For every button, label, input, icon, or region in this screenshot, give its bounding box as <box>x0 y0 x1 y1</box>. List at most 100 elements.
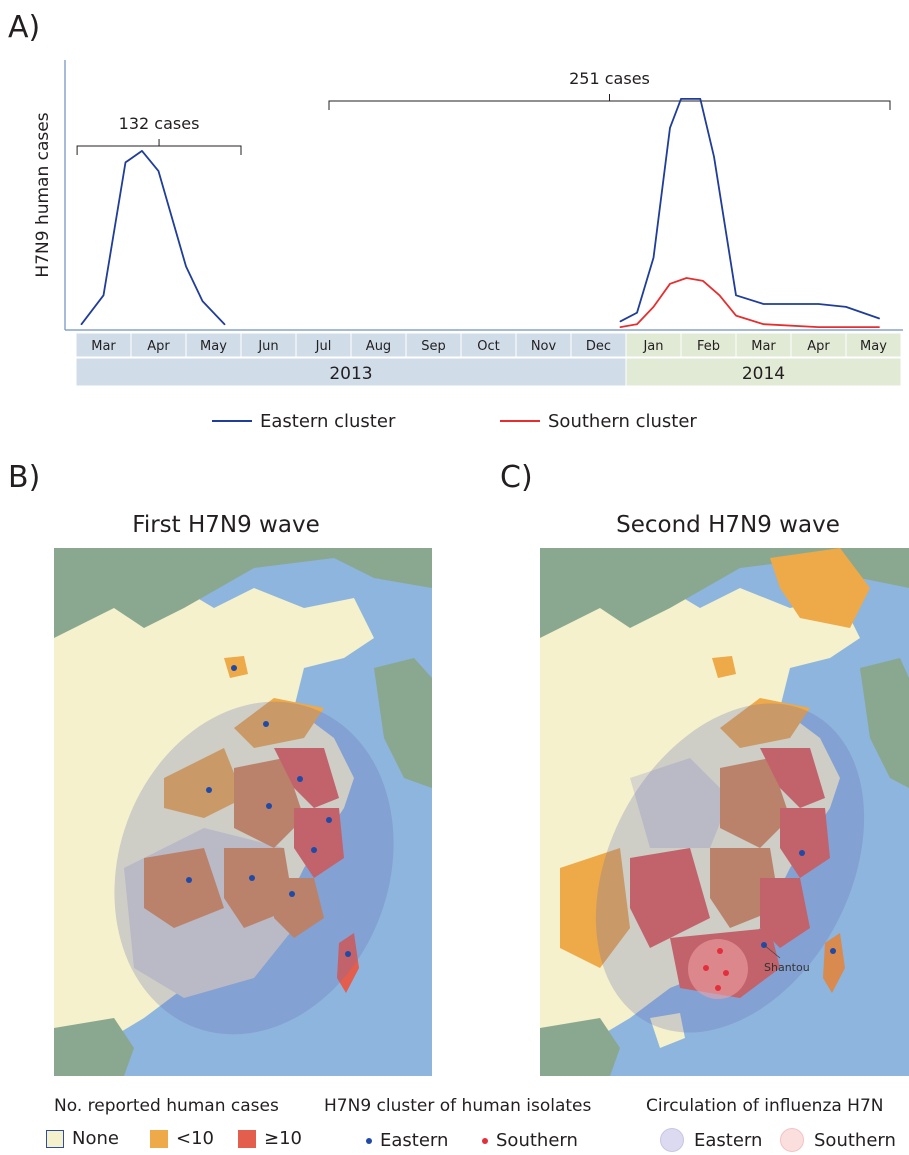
bracket-label: 132 cases <box>119 114 200 133</box>
province-hunan <box>630 848 710 948</box>
province-jiangsu <box>760 748 825 808</box>
series-line <box>619 277 880 328</box>
x-tick-label: Dec <box>586 339 611 354</box>
land-north-dark <box>54 548 432 638</box>
dot-e9 <box>249 875 255 881</box>
land-vietnam <box>540 1018 620 1076</box>
dot-s3 <box>723 970 729 976</box>
southern-dot-swatch <box>482 1137 488 1144</box>
legend-ge10-label: ≥10 <box>264 1128 302 1149</box>
dot-e4 <box>266 803 272 809</box>
province-gray <box>630 758 730 848</box>
taiwan <box>337 933 359 993</box>
dot-s2 <box>703 965 709 971</box>
year-cell <box>625 357 902 387</box>
x-tick-label: Feb <box>697 339 720 354</box>
province-anhui <box>720 758 790 848</box>
legend-circ-southern: Southern <box>780 1128 896 1152</box>
land-north-dark <box>540 548 909 638</box>
legend-none-label: None <box>72 1128 119 1149</box>
dot-e1 <box>231 665 237 671</box>
legend-eastern-dot: Eastern <box>366 1130 448 1151</box>
month-cell <box>185 332 242 358</box>
legend-series-label: Eastern cluster <box>260 411 396 432</box>
month-cell <box>625 332 682 358</box>
month-cell <box>515 332 572 358</box>
eastern-dot-swatch <box>366 1137 372 1144</box>
dot-e2 <box>263 721 269 727</box>
panel-c-letter: C) <box>500 460 533 495</box>
x-tick-label: Apr <box>147 339 170 354</box>
legend-circ-eastern: Eastern <box>660 1128 762 1152</box>
line-chart: H7N9 human cases 132 cases 251 cases Mar A… <box>33 60 903 432</box>
legend-southern-label: Southern <box>496 1130 578 1151</box>
x-tick-label: Aug <box>366 339 391 354</box>
legend-southern-dot: Southern <box>482 1130 578 1151</box>
dot-s1 <box>717 948 723 954</box>
province-fujian <box>760 878 810 948</box>
x-tick-label: Jun <box>257 339 278 354</box>
southern-circulation <box>688 939 748 999</box>
dot-e8 <box>186 877 192 883</box>
x-tick-label: Jul <box>315 339 332 354</box>
x-tick-label: Jan <box>642 339 663 354</box>
year-label: 2014 <box>742 364 785 384</box>
province-zhejiang <box>294 808 344 878</box>
dot-e7 <box>311 847 317 853</box>
eastern-circulation <box>114 701 394 1035</box>
swatch-lt10 <box>150 1129 168 1148</box>
province-henan <box>164 748 244 818</box>
province-fujian <box>274 878 324 938</box>
x-tick-label: Apr <box>807 339 830 354</box>
map-c: Shantou <box>540 548 909 1076</box>
x-tick-label: May <box>860 339 887 354</box>
province-northeast <box>770 548 870 628</box>
month-cell <box>405 332 462 358</box>
dot-e3 <box>206 787 212 793</box>
legend-circ-eastern-label: Eastern <box>694 1129 763 1151</box>
series-line <box>80 98 880 326</box>
x-tick-label: Sep <box>421 339 446 354</box>
case-bracket <box>328 94 891 110</box>
year-label: 2013 <box>329 364 372 384</box>
panel-b-letter: B) <box>8 460 41 495</box>
swatch-ge10 <box>238 1129 256 1148</box>
province-shandong <box>720 698 810 748</box>
legend-reported-title: No. reported human cases <box>54 1096 279 1116</box>
land-vietnam <box>54 1018 134 1076</box>
land-korea <box>860 658 909 788</box>
x-tick-label: Nov <box>531 339 557 354</box>
x-tick-label: May <box>200 339 227 354</box>
shantou-pointer <box>763 944 781 959</box>
legend-ge10: ≥10 <box>238 1128 302 1149</box>
legend-circ-southern-label: Southern <box>814 1129 896 1151</box>
legend-none: None <box>46 1128 119 1149</box>
circ-eastern-swatch <box>660 1128 684 1152</box>
province-hainan <box>650 1013 685 1048</box>
legend-cluster-title: H7N9 cluster of human isolates <box>324 1096 592 1116</box>
legend-series-label: Southern cluster <box>548 411 697 432</box>
panel-a-letter: A) <box>8 10 41 45</box>
province-jiangsu <box>274 748 339 808</box>
province-shandong <box>234 698 324 748</box>
dot-e6 <box>326 817 332 823</box>
month-cell <box>845 332 902 358</box>
province-beijing <box>712 656 736 678</box>
month-cell <box>295 332 352 358</box>
dot-s4 <box>715 985 721 991</box>
year-cell <box>75 357 627 387</box>
month-cell <box>735 332 792 358</box>
dot-e3 <box>830 948 836 954</box>
legend-circulation-title: Circulation of influenza H7N <box>646 1096 884 1116</box>
southern-isolate-dots <box>703 948 729 991</box>
dot-e1 <box>799 850 805 856</box>
dot-e11 <box>345 951 351 957</box>
province-west <box>560 848 630 968</box>
x-tick-label: Mar <box>91 339 116 354</box>
x-tick-label: Oct <box>477 339 499 354</box>
case-bracket <box>76 139 242 155</box>
eastern-circulation <box>595 703 865 1033</box>
y-axis-label: H7N9 human cases <box>33 112 53 277</box>
legend-eastern-label: Eastern <box>380 1130 449 1151</box>
dot-e5 <box>297 776 303 782</box>
